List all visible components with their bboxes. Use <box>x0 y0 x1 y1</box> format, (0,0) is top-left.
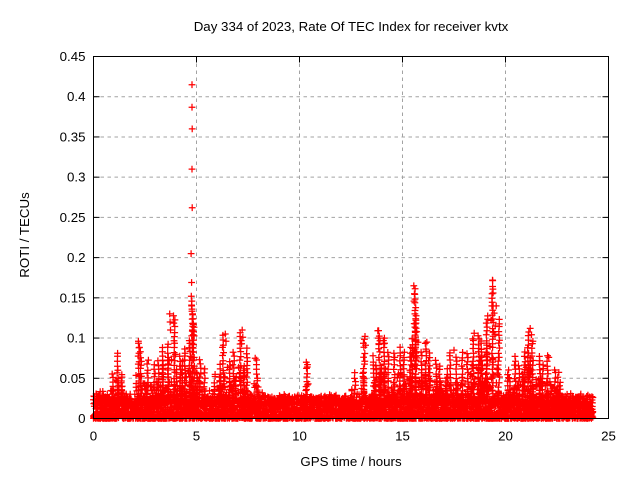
y-tick-label: 0.1 <box>67 331 86 346</box>
x-tick-label: 5 <box>193 429 200 444</box>
scatter-series <box>90 81 597 422</box>
plot-border <box>93 56 609 419</box>
x-tick-label: 15 <box>395 429 410 444</box>
y-tick-label: 0.35 <box>60 129 86 144</box>
y-tick-label: 0.4 <box>67 89 86 104</box>
y-tick-label: 0.05 <box>60 371 86 386</box>
chart-title: Day 334 of 2023, Rate Of TEC Index for r… <box>194 19 509 34</box>
x-tick-label: 10 <box>292 429 307 444</box>
x-axis-title: GPS time / hours <box>300 454 402 469</box>
scatter-points <box>90 81 597 422</box>
y-tick-label: 0.45 <box>60 49 86 64</box>
x-tick-label: 20 <box>498 429 513 444</box>
x-tick-label: 25 <box>601 429 616 444</box>
y-axis-title: ROTI / TECUs <box>17 192 32 278</box>
grid-and-ticks <box>93 56 609 419</box>
y-tick-label: 0.2 <box>67 250 86 265</box>
y-tick-label: 0 <box>78 411 85 426</box>
plot-frame <box>93 56 609 419</box>
tick-labels: 0 5 10 15 20 25 0 0.05 0.1 0.15 0.2 0.25 0.3 0.35 0.4 0… <box>60 49 616 444</box>
x-tick-label: 0 <box>90 429 97 444</box>
y-tick-label: 0.3 <box>67 170 86 185</box>
y-tick-label: 0.15 <box>60 290 86 305</box>
y-tick-label: 0.25 <box>60 210 86 225</box>
